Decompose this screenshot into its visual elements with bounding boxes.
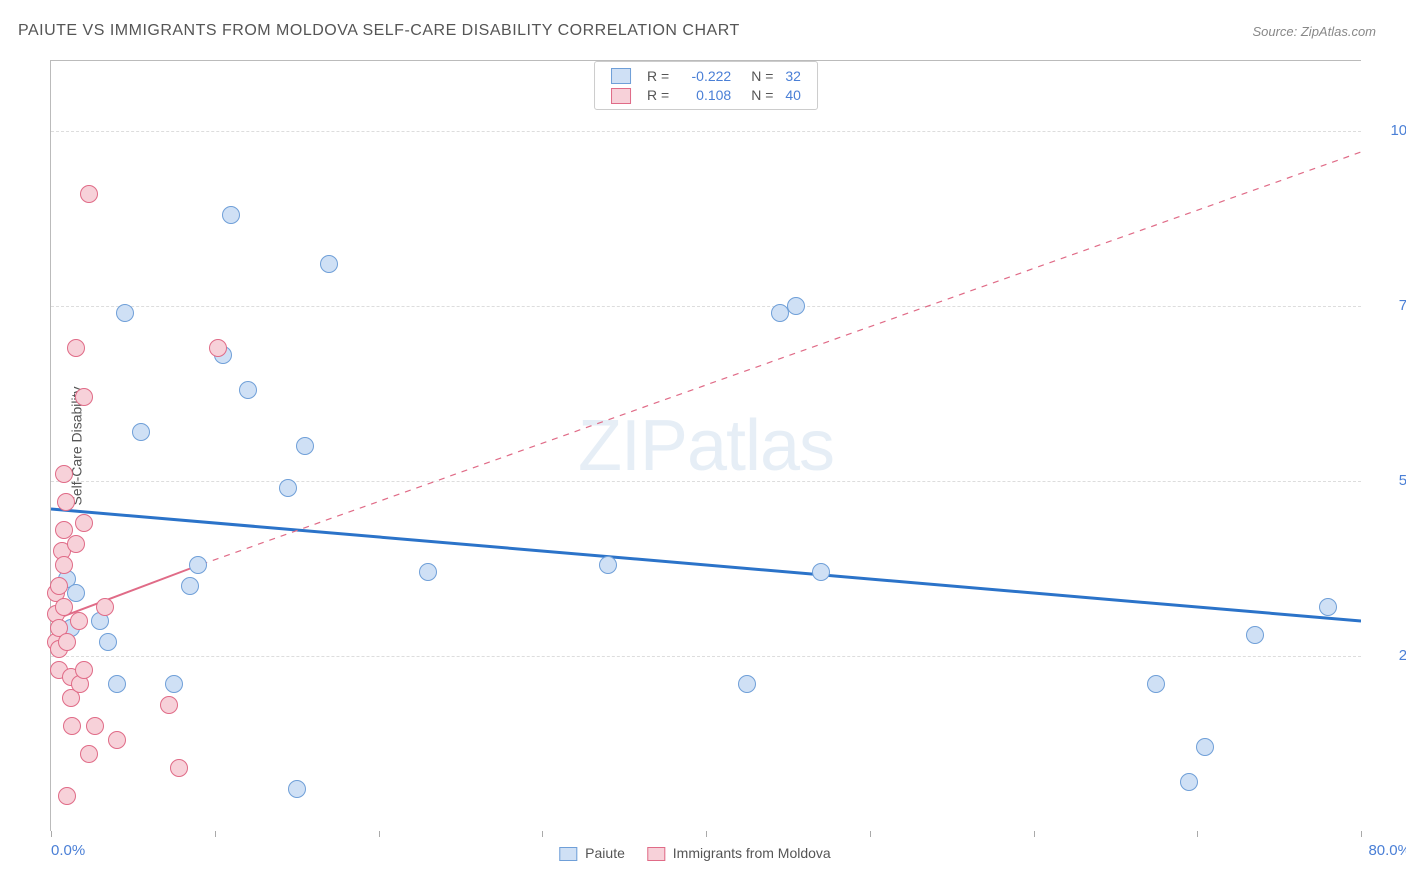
- point-moldova: [67, 535, 85, 553]
- point-paiute: [738, 675, 756, 693]
- point-paiute: [1180, 773, 1198, 791]
- point-paiute: [771, 304, 789, 322]
- point-paiute: [239, 381, 257, 399]
- point-moldova: [58, 633, 76, 651]
- x-min-label: 0.0%: [51, 842, 85, 859]
- point-moldova: [108, 731, 126, 749]
- point-moldova: [86, 717, 104, 735]
- correlation-legend: R =-0.222N =32R =0.108N =40: [594, 61, 818, 110]
- trendlines: [51, 61, 1361, 831]
- point-moldova: [160, 696, 178, 714]
- point-moldova: [67, 339, 85, 357]
- source-label: Source: ZipAtlas.com: [1252, 24, 1376, 39]
- point-paiute: [288, 780, 306, 798]
- gridline-h: [51, 131, 1361, 132]
- point-paiute: [812, 563, 830, 581]
- x-max-label: 80.0%: [1368, 842, 1406, 859]
- point-moldova: [57, 493, 75, 511]
- point-paiute: [189, 556, 207, 574]
- point-paiute: [1147, 675, 1165, 693]
- y-tick-label: 7.5%: [1373, 297, 1406, 314]
- chart-title: PAIUTE VS IMMIGRANTS FROM MOLDOVA SELF-C…: [18, 22, 740, 40]
- plot-area: ZIPatlas Self-Care Disability R =-0.222N…: [50, 60, 1361, 831]
- point-moldova: [70, 612, 88, 630]
- y-tick-label: 10.0%: [1373, 122, 1406, 139]
- point-moldova: [96, 598, 114, 616]
- point-moldova: [55, 465, 73, 483]
- point-paiute: [181, 577, 199, 595]
- x-tick-mark: [51, 831, 52, 837]
- x-tick-mark: [215, 831, 216, 837]
- point-paiute: [222, 206, 240, 224]
- point-paiute: [296, 437, 314, 455]
- x-tick-mark: [379, 831, 380, 837]
- legend-item-moldova: Immigrants from Moldova: [647, 845, 831, 861]
- point-moldova: [75, 661, 93, 679]
- point-moldova: [55, 556, 73, 574]
- legend-row-moldova: R =0.108N =40: [605, 85, 807, 104]
- point-paiute: [1319, 598, 1337, 616]
- point-paiute: [599, 556, 617, 574]
- point-paiute: [320, 255, 338, 273]
- x-tick-mark: [1197, 831, 1198, 837]
- gridline-h: [51, 656, 1361, 657]
- point-moldova: [170, 759, 188, 777]
- point-moldova: [55, 598, 73, 616]
- point-paiute: [1196, 738, 1214, 756]
- gridline-h: [51, 481, 1361, 482]
- y-tick-label: 2.5%: [1373, 647, 1406, 664]
- point-paiute: [419, 563, 437, 581]
- gridline-h: [51, 306, 1361, 307]
- point-paiute: [787, 297, 805, 315]
- point-moldova: [80, 185, 98, 203]
- point-moldova: [209, 339, 227, 357]
- legend-row-paiute: R =-0.222N =32: [605, 66, 807, 85]
- point-paiute: [99, 633, 117, 651]
- point-paiute: [1246, 626, 1264, 644]
- point-paiute: [116, 304, 134, 322]
- watermark: ZIPatlas: [578, 405, 834, 487]
- x-tick-mark: [870, 831, 871, 837]
- y-tick-label: 5.0%: [1373, 472, 1406, 489]
- point-moldova: [80, 745, 98, 763]
- series-legend: Paiute Immigrants from Moldova: [559, 845, 852, 861]
- x-tick-mark: [1034, 831, 1035, 837]
- point-moldova: [75, 514, 93, 532]
- x-tick-mark: [706, 831, 707, 837]
- point-paiute: [132, 423, 150, 441]
- point-moldova: [75, 388, 93, 406]
- legend-item-paiute: Paiute: [559, 845, 625, 861]
- point-paiute: [108, 675, 126, 693]
- x-tick-mark: [542, 831, 543, 837]
- x-tick-mark: [1361, 831, 1362, 837]
- point-moldova: [63, 717, 81, 735]
- point-moldova: [58, 787, 76, 805]
- point-paiute: [165, 675, 183, 693]
- point-moldova: [50, 577, 68, 595]
- point-paiute: [279, 479, 297, 497]
